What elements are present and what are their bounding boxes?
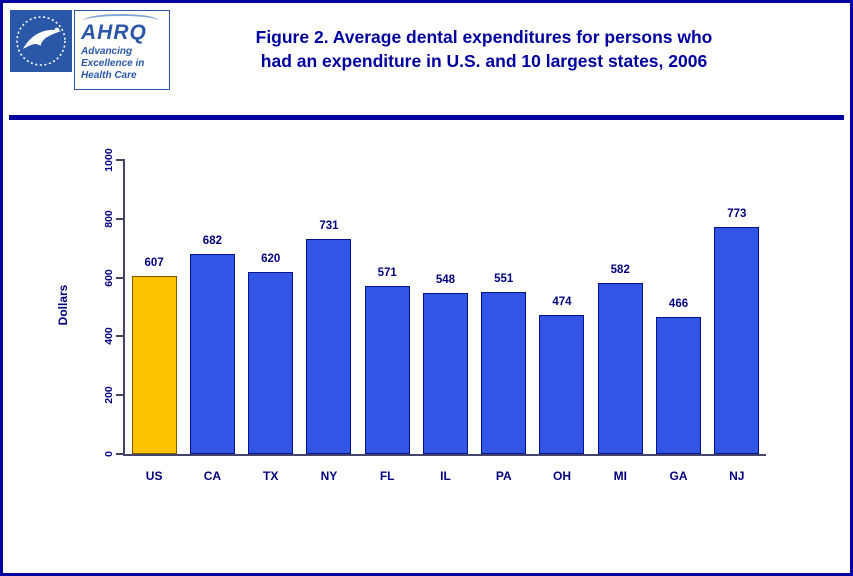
x-axis-category-label: NY bbox=[320, 469, 338, 483]
bars-container: 607 US 682 CA 620 TX 731 NY 571 FL 548 IL 551 PA 474 OH… bbox=[125, 160, 766, 483]
bar-value-label: 551 bbox=[494, 273, 514, 286]
bar-value-label: 773 bbox=[727, 207, 747, 220]
bar-us bbox=[131, 275, 177, 454]
bar-chart: Dollars 607 US 682 CA 620 TX 731 NY 571 FL 548 IL 55… bbox=[3, 120, 850, 573]
x-axis-category-label: OH bbox=[552, 469, 571, 483]
x-axis-category-label: US bbox=[145, 469, 163, 483]
bar-mi bbox=[597, 282, 643, 454]
title-divider bbox=[9, 115, 844, 120]
bar-group-il: 548 IL bbox=[416, 160, 474, 483]
bar-value-label: 474 bbox=[552, 295, 572, 308]
ahrq-swoosh-icon bbox=[83, 14, 159, 21]
plot-area: 607 US 682 CA 620 TX 731 NY 571 FL 548 IL 551 PA 474 OH… bbox=[103, 148, 766, 483]
figure-title-line1: Figure 2. Average dental expenditures fo… bbox=[255, 27, 713, 47]
y-axis-tick bbox=[116, 217, 125, 220]
ahrq-tagline-line2: Excellence in bbox=[81, 58, 145, 69]
y-axis-tick-label: 200 bbox=[103, 386, 115, 404]
y-axis-tick bbox=[116, 453, 125, 455]
bar-tx bbox=[248, 271, 294, 454]
y-axis-tick bbox=[116, 394, 125, 397]
bar-ny bbox=[306, 239, 352, 454]
y-axis-tick-label: 1000 bbox=[103, 148, 115, 172]
ahrq-logo: AHRQ Advancing Excellence in Health Care bbox=[74, 10, 170, 90]
bar-ca bbox=[189, 253, 235, 454]
header: AHRQ Advancing Excellence in Health Care… bbox=[3, 3, 850, 109]
bar-value-label: 571 bbox=[377, 267, 397, 280]
y-axis-title: Dollars bbox=[56, 284, 70, 326]
figure-title-line2: had an expenditure in U.S. and 10 larges… bbox=[260, 51, 708, 71]
bar-nj bbox=[714, 226, 760, 454]
bar-ga bbox=[656, 317, 702, 454]
bar-value-label: 607 bbox=[144, 256, 164, 269]
bar-group-ca: 682 CA bbox=[183, 160, 241, 483]
y-axis-tick bbox=[116, 335, 125, 338]
y-axis-tick-label: 600 bbox=[103, 268, 115, 287]
bar-group-fl: 571 FL bbox=[358, 160, 416, 483]
hhs-seal-icon bbox=[10, 10, 72, 72]
bar-group-nj: 773 NJ bbox=[708, 160, 766, 483]
bar-group-ga: 466 GA bbox=[649, 160, 707, 483]
bar-pa bbox=[481, 292, 527, 454]
x-axis-category-label: CA bbox=[203, 469, 222, 483]
ahrq-acronym: AHRQ bbox=[81, 21, 147, 44]
x-axis-category-label: FL bbox=[379, 469, 395, 483]
x-axis-category-label: PA bbox=[495, 469, 512, 483]
ahrq-tagline-line3: Health Care bbox=[81, 70, 137, 81]
x-axis-category-label: IL bbox=[440, 469, 451, 483]
bar-value-label: 548 bbox=[435, 273, 456, 286]
bar-group-pa: 551 PA bbox=[475, 160, 533, 483]
bar-value-label: 620 bbox=[261, 252, 281, 265]
bar-value-label: 466 bbox=[668, 298, 689, 310]
y-axis-tick-label: 0 bbox=[103, 451, 115, 457]
x-axis-category-label: MI bbox=[613, 469, 627, 483]
x-axis-category-label: TX bbox=[262, 469, 279, 483]
bar-group-tx: 620 TX bbox=[242, 160, 300, 483]
bar-value-label: 682 bbox=[202, 234, 222, 247]
figure-title: Figure 2. Average dental expenditures fo… bbox=[173, 25, 795, 73]
y-axis-tick-label: 400 bbox=[103, 327, 115, 346]
bar-group-us: 607 US bbox=[125, 160, 183, 483]
y-axis-tick-label: 800 bbox=[103, 210, 115, 228]
ahrq-tagline: Advancing Excellence in Health Care bbox=[81, 46, 163, 82]
bar-il bbox=[422, 292, 468, 454]
bar-value-label: 731 bbox=[319, 220, 339, 233]
logo-block: AHRQ Advancing Excellence in Health Care bbox=[10, 10, 170, 90]
x-axis-category-label: NJ bbox=[729, 469, 745, 483]
bar-value-label: 582 bbox=[610, 263, 630, 276]
bar-oh bbox=[539, 314, 585, 454]
bar-group-ny: 731 NY bbox=[300, 160, 358, 483]
y-axis-tick bbox=[116, 276, 125, 279]
bar-fl bbox=[364, 286, 410, 454]
ahrq-tagline-line1: Advancing bbox=[81, 46, 133, 57]
bar-group-mi: 582 MI bbox=[591, 160, 649, 483]
y-axis-tick bbox=[116, 159, 125, 161]
bar-group-oh: 474 OH bbox=[533, 160, 591, 483]
x-axis-category-label: GA bbox=[669, 469, 688, 483]
